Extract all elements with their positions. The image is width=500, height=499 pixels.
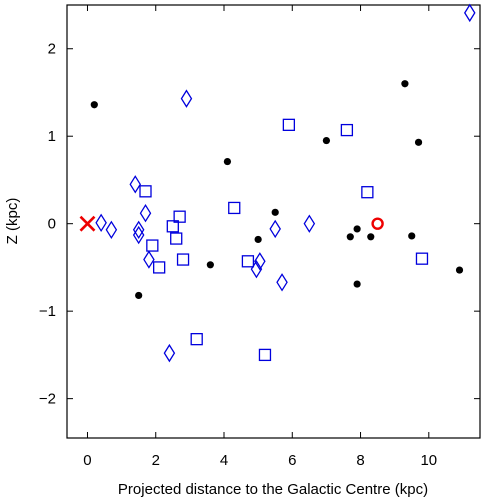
point-filled-circle — [408, 232, 416, 240]
y-tick-label: −2 — [39, 391, 56, 408]
point-filled-circle — [353, 280, 361, 288]
x-tick-label: 2 — [152, 452, 160, 469]
point-filled-circle — [223, 157, 232, 166]
point-open-square — [415, 252, 429, 265]
x-tick-label: 10 — [420, 452, 437, 469]
y-axis-label: Z (kpc) — [4, 198, 21, 245]
point-open-diamond — [132, 225, 145, 245]
point-filled-circle — [346, 233, 354, 241]
point-open-circle — [371, 217, 384, 230]
point-open-square — [282, 118, 296, 131]
point-open-diamond — [129, 175, 142, 194]
point-open-square — [258, 348, 272, 362]
x-tick-label: 8 — [356, 452, 364, 469]
axis-ticks — [67, 5, 480, 438]
y-tick-label: 2 — [48, 41, 56, 58]
point-open-square — [228, 201, 241, 215]
point-filled-circle — [455, 266, 464, 274]
point-open-diamond — [180, 89, 193, 108]
point-filled-circle — [401, 80, 409, 88]
point-filled-circle — [322, 136, 331, 145]
y-tick-label: −1 — [39, 303, 56, 320]
point-open-square — [173, 210, 186, 223]
point-open-diamond — [254, 252, 266, 271]
point-open-diamond — [132, 220, 145, 240]
x-axis-label: Projected distance to the Galactic Centr… — [118, 481, 428, 498]
point-open-square — [170, 232, 183, 245]
point-open-square — [176, 253, 190, 266]
x-tick-label: 4 — [220, 452, 228, 469]
point-cross — [79, 215, 96, 232]
x-tick-label: 6 — [288, 452, 296, 469]
data-markers — [79, 3, 476, 363]
cross-stroke — [79, 215, 96, 232]
point-open-square — [166, 220, 179, 233]
axis-tick-labels: 0 2 4 6 8 10 −2 −1 0 1 2 — [39, 41, 437, 469]
point-open-diamond — [463, 3, 476, 23]
y-tick-label: 1 — [48, 128, 56, 145]
y-tick-label: 0 — [48, 216, 56, 233]
x-tick-label: 0 — [83, 452, 91, 469]
point-open-square — [241, 255, 255, 268]
point-filled-circle — [90, 101, 98, 109]
point-open-diamond — [276, 273, 288, 292]
point-open-diamond — [303, 214, 316, 233]
point-filled-circle — [135, 291, 143, 300]
point-open-diamond — [163, 343, 176, 363]
point-open-diamond — [269, 219, 281, 239]
point-open-square — [190, 333, 203, 346]
point-open-square — [146, 239, 159, 252]
point-open-diamond — [143, 250, 155, 269]
point-open-square — [361, 186, 374, 199]
point-filled-circle — [414, 138, 423, 146]
point-open-square — [139, 185, 152, 198]
point-filled-circle — [367, 233, 375, 241]
point-open-square — [153, 261, 166, 274]
point-filled-circle — [254, 235, 262, 244]
point-filled-circle — [206, 261, 214, 269]
point-filled-circle — [353, 225, 361, 233]
point-open-diamond — [95, 213, 107, 233]
point-open-square — [340, 123, 354, 137]
point-open-diamond — [105, 220, 118, 240]
point-filled-circle — [271, 208, 279, 216]
point-open-diamond — [250, 259, 263, 279]
point-open-diamond — [139, 203, 152, 223]
plot-frame — [66, 4, 481, 439]
